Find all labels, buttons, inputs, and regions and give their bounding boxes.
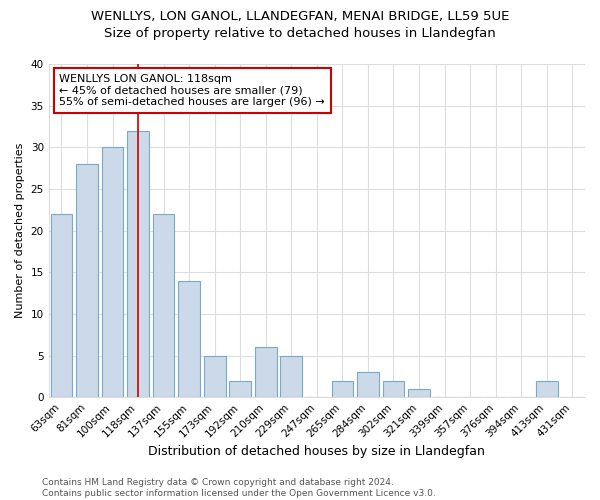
Bar: [50, 214, 72, 397]
Bar: [76, 164, 98, 397]
Bar: [101, 148, 124, 397]
Y-axis label: Number of detached properties: Number of detached properties: [15, 143, 25, 318]
Text: WENLLYS LON GANOL: 118sqm
← 45% of detached houses are smaller (79)
55% of semi-: WENLLYS LON GANOL: 118sqm ← 45% of detac…: [59, 74, 325, 107]
Bar: [280, 356, 302, 397]
Bar: [153, 214, 175, 397]
Text: Contains HM Land Registry data © Crown copyright and database right 2024.
Contai: Contains HM Land Registry data © Crown c…: [42, 478, 436, 498]
Bar: [332, 380, 353, 397]
Bar: [178, 280, 200, 397]
Bar: [383, 380, 404, 397]
Bar: [408, 389, 430, 397]
Text: Size of property relative to detached houses in Llandegfan: Size of property relative to detached ho…: [104, 28, 496, 40]
Bar: [127, 130, 149, 397]
X-axis label: Distribution of detached houses by size in Llandegfan: Distribution of detached houses by size …: [148, 444, 485, 458]
Bar: [536, 380, 557, 397]
Bar: [255, 347, 277, 397]
Bar: [229, 380, 251, 397]
Bar: [204, 356, 226, 397]
Bar: [357, 372, 379, 397]
Text: WENLLYS, LON GANOL, LLANDEGFAN, MENAI BRIDGE, LL59 5UE: WENLLYS, LON GANOL, LLANDEGFAN, MENAI BR…: [91, 10, 509, 23]
